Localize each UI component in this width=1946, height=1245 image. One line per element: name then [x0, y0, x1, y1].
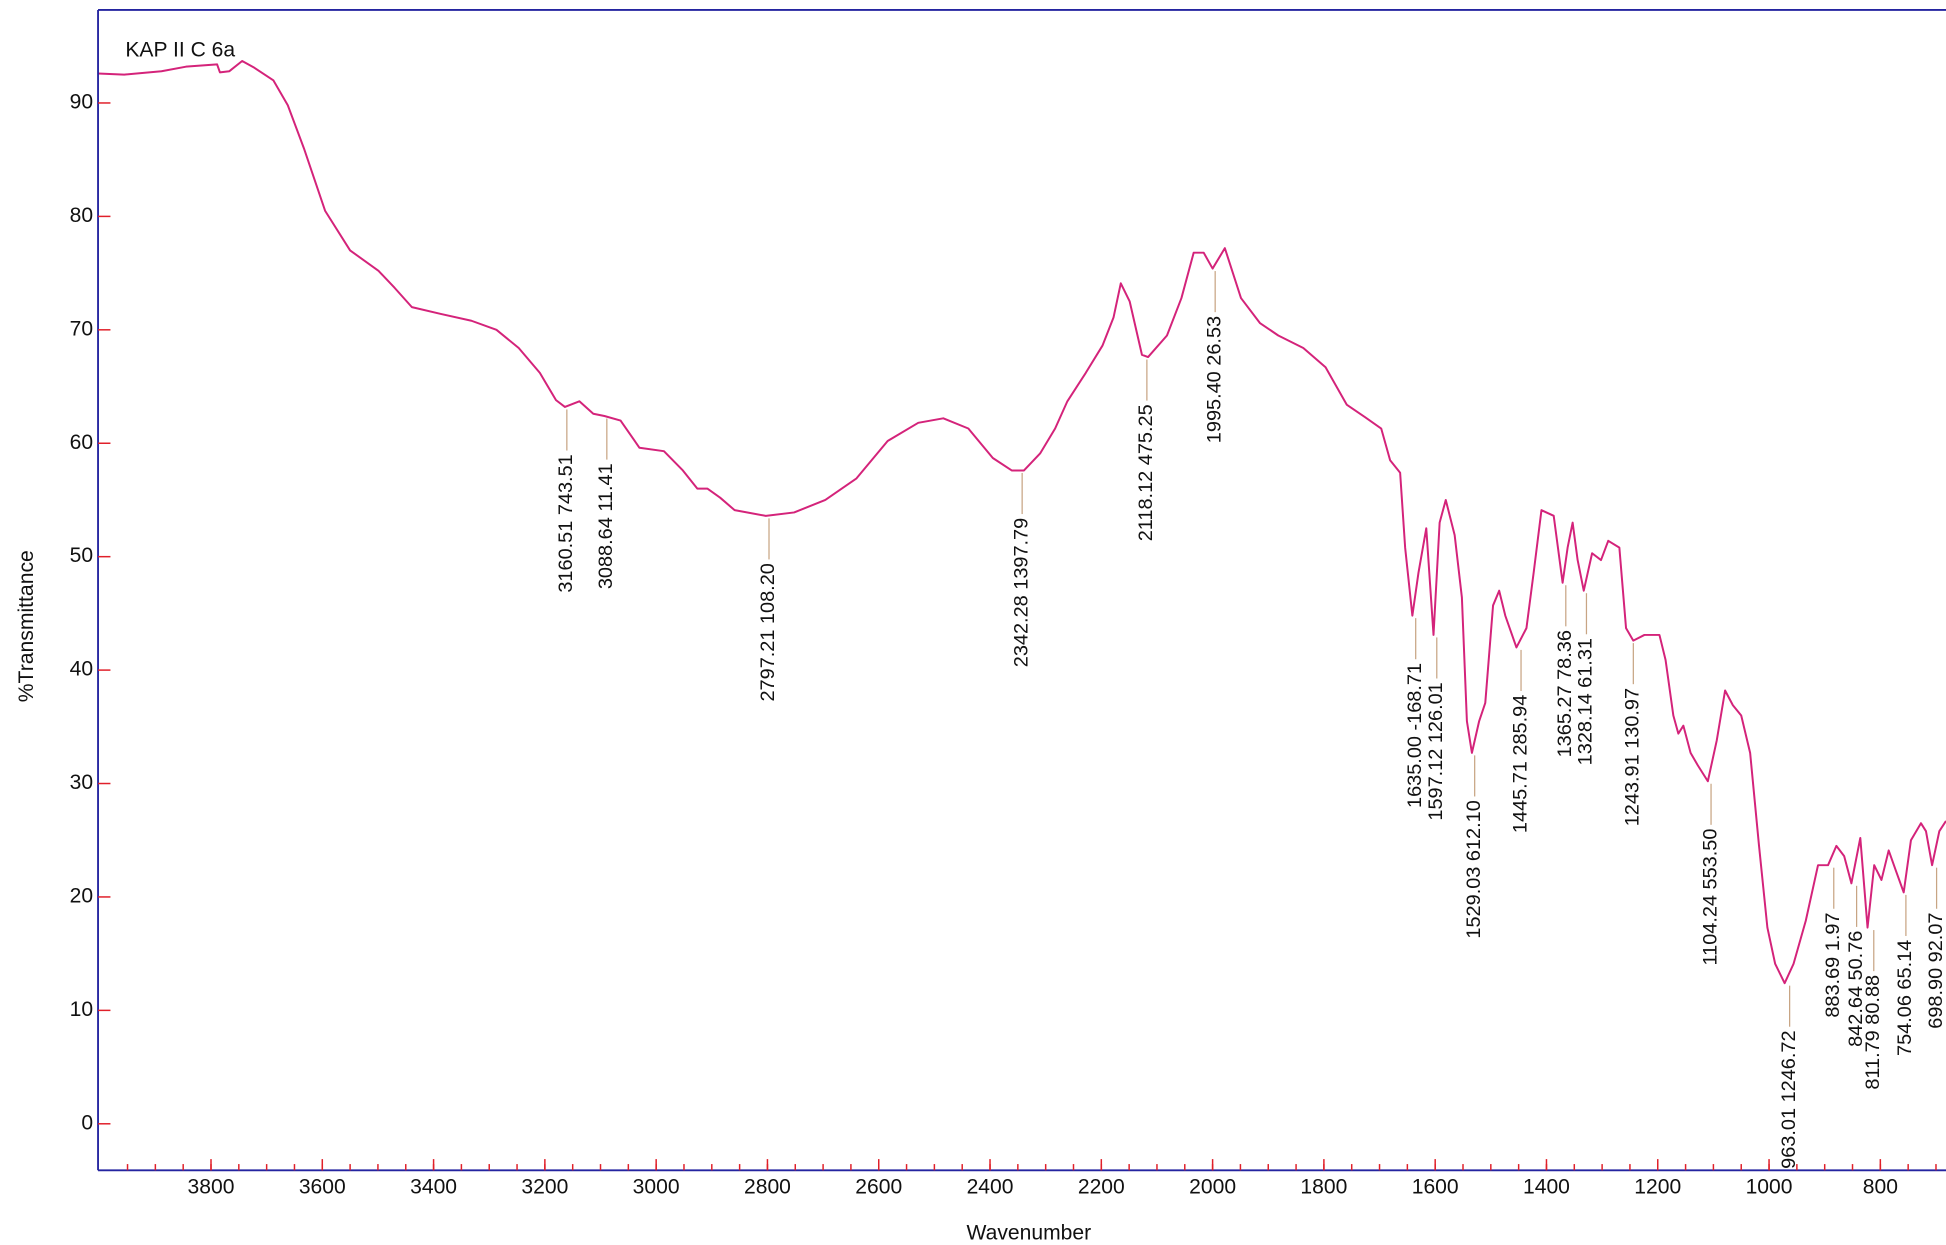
- peak-label: 1243.91 130.97: [1622, 688, 1644, 826]
- peak-label: 2342.28 1397.79: [1010, 518, 1032, 667]
- peak-label: 811.79 80.88: [1862, 975, 1884, 1090]
- y-tick-label: 10: [70, 998, 93, 1021]
- y-tick-label: 70: [70, 317, 93, 340]
- spectrum-line: [98, 60, 1946, 985]
- peak-label: 1104.24 553.50: [1699, 829, 1721, 966]
- x-tick-label: 2000: [1189, 1175, 1236, 1198]
- x-tick-label: 2800: [744, 1175, 791, 1198]
- peak-label: 1529.03 612.10: [1463, 800, 1485, 938]
- y-tick-label: 80: [70, 204, 93, 227]
- y-tick-label: 90: [70, 91, 93, 114]
- x-tick-label: 1400: [1523, 1175, 1570, 1198]
- x-tick-label: 1600: [1412, 1175, 1459, 1198]
- x-tick-label: 3800: [188, 1175, 235, 1198]
- peak-label: 1328.14 61.31: [1575, 638, 1597, 765]
- peak-label: 754.06 65.14: [1894, 940, 1916, 1056]
- peak-label: 2797.21 108.20: [757, 563, 779, 701]
- x-tick-label: 3400: [410, 1175, 457, 1198]
- x-tick-label: 800: [1863, 1175, 1898, 1198]
- y-tick-label: 40: [70, 658, 93, 681]
- x-tick-label: 2200: [1078, 1175, 1125, 1198]
- peak-label: 698.90 92.07: [1925, 912, 1946, 1028]
- peak-label: 1597.12 126.01: [1425, 682, 1447, 820]
- y-tick-label: 60: [70, 431, 93, 454]
- y-tick-label: 30: [70, 771, 93, 794]
- peak-label: 883.69 1.97: [1822, 912, 1844, 1017]
- chart-title: KAP II C 6a: [125, 39, 235, 62]
- x-tick-label: 1000: [1746, 1175, 1793, 1198]
- y-tick-label: 20: [70, 885, 93, 908]
- x-tick-label: 2600: [855, 1175, 902, 1198]
- x-tick-label: 1800: [1300, 1175, 1347, 1198]
- peak-label: 1445.71 285.94: [1509, 695, 1531, 833]
- peak-label: 2118.12 475.25: [1135, 404, 1157, 541]
- peak-label: 842.64 50.76: [1845, 931, 1867, 1047]
- peak-label: 1995.40 26.53: [1203, 316, 1225, 443]
- x-tick-label: 1200: [1634, 1175, 1681, 1198]
- x-axis-label: Wavenumber: [967, 1221, 1092, 1244]
- peak-label: 963.01 1246.72: [1778, 1030, 1800, 1168]
- x-tick-label: 3600: [299, 1175, 346, 1198]
- y-tick-label: 0: [81, 1111, 93, 1134]
- x-tick-label: 3200: [521, 1175, 568, 1198]
- peak-label: 1635.00 -168.71: [1404, 663, 1426, 808]
- y-axis-label: %Transmittance: [15, 550, 38, 702]
- x-tick-label: 3000: [633, 1175, 680, 1198]
- plot-area: 3160.51 743.51 3088.64 11.41 2797.21 108.2…: [98, 60, 1946, 1169]
- peak-label: 1365.27 78.36: [1554, 630, 1576, 757]
- y-tick-label: 50: [70, 544, 93, 567]
- peak-label: 3160.51 743.51: [555, 454, 577, 592]
- x-tick-label: 2400: [967, 1175, 1014, 1198]
- peak-label: 3088.64 11.41: [595, 463, 617, 589]
